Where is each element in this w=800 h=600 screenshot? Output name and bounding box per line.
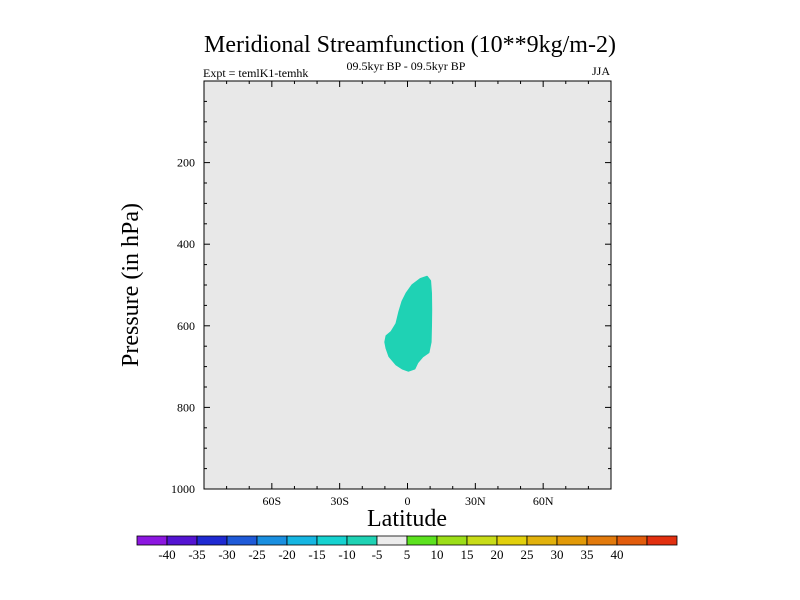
colorbar-box xyxy=(136,535,168,546)
colorbar-label: -30 xyxy=(218,547,235,562)
colorbar-label: -15 xyxy=(308,547,325,562)
colorbar-label: -20 xyxy=(278,547,295,562)
x-tick-label: 30N xyxy=(465,494,486,508)
colorbar-box xyxy=(436,535,468,546)
colorbar-box xyxy=(226,535,258,546)
x-axis-label: Latitude xyxy=(367,506,447,532)
x-tick-label: 0 xyxy=(405,494,411,508)
colorbar-label: 35 xyxy=(581,547,594,562)
colorbar-box xyxy=(406,535,438,546)
x-tick-labels: 60S 30S 0 30N 60N xyxy=(262,494,553,508)
chart-title: Meridional Streamfunction (10**9kg/m-2) xyxy=(204,32,616,58)
y-tick-label: 200 xyxy=(177,156,195,170)
colorbar-label: 5 xyxy=(404,547,411,562)
colorbar-box xyxy=(526,535,558,546)
colorbar-box xyxy=(376,535,408,546)
y-tick-label: 800 xyxy=(177,400,195,414)
colorbar-box xyxy=(316,535,348,546)
colorbar-box xyxy=(286,535,318,546)
colorbar-box xyxy=(256,535,288,546)
x-tick-label: 30S xyxy=(330,494,349,508)
subtitle-center: 09.5kyr BP - 09.5kyr BP xyxy=(347,59,466,73)
colorbar-label: 40 xyxy=(611,547,624,562)
colorbar-label: 20 xyxy=(491,547,504,562)
y-tick-label: 400 xyxy=(177,237,195,251)
colorbar-label: -5 xyxy=(372,547,383,562)
contour-regions xyxy=(384,275,433,372)
colorbar-box xyxy=(466,535,498,546)
colorbar-box xyxy=(346,535,378,546)
colorbar-labels: -40 -35 -30 -25 -20 -15 -10 -5 5 10 15 20 25 30 35 40 xyxy=(158,547,623,562)
plot-background xyxy=(204,81,611,489)
colorbar-label: 15 xyxy=(461,547,474,562)
colorbar-label: -40 xyxy=(158,547,175,562)
axis-ticks xyxy=(204,81,611,490)
colorbar-box xyxy=(556,535,588,546)
colorbar-box xyxy=(646,535,678,546)
colorbar-box xyxy=(166,535,198,546)
x-tick-label: 60N xyxy=(533,494,554,508)
colorbar-label: 25 xyxy=(521,547,534,562)
colorbar xyxy=(136,535,678,546)
subtitle-left: Expt = temlK1-temhk xyxy=(203,66,308,80)
colorbar-label: 30 xyxy=(551,547,564,562)
colorbar-box xyxy=(196,535,228,546)
colorbar-label: -35 xyxy=(188,547,205,562)
contour-region-0 xyxy=(384,275,433,372)
y-tick-label: 1000 xyxy=(171,482,195,496)
subtitle-right: JJA xyxy=(592,64,610,78)
colorbar-label: -25 xyxy=(248,547,265,562)
y-axis-label: Pressure (in hPa) xyxy=(118,203,144,367)
colorbar-box xyxy=(586,535,618,546)
colorbar-label: -10 xyxy=(338,547,355,562)
y-tick-label: 600 xyxy=(177,319,195,333)
colorbar-label: 10 xyxy=(431,547,444,562)
x-tick-label: 60S xyxy=(262,494,281,508)
y-tick-labels: 200 400 600 800 1000 xyxy=(171,156,195,496)
colorbar-box xyxy=(496,535,528,546)
colorbar-box xyxy=(616,535,648,546)
